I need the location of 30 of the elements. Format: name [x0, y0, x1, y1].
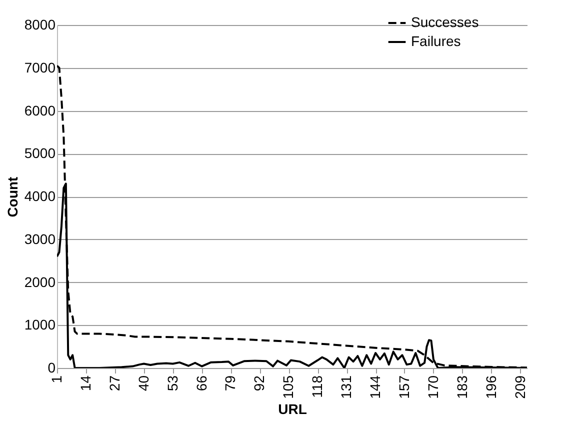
x-tick-label: 79 — [222, 375, 238, 392]
x-tick-label: 27 — [106, 375, 122, 392]
x-tick-label: 196 — [482, 375, 499, 399]
x-tick-label: 183 — [454, 375, 470, 399]
legend-label: Failures — [411, 33, 461, 49]
x-tick-label: 157 — [396, 375, 412, 399]
x-tick-label: 118 — [309, 375, 326, 398]
x-tick-label: 105 — [280, 375, 296, 399]
y-tick-label: 3000 — [24, 230, 56, 247]
y-tick-label: 1000 — [24, 316, 56, 333]
x-axis-title: URL — [278, 400, 308, 417]
x-tick-label: 131 — [338, 375, 354, 399]
x-tick-label: 92 — [251, 375, 268, 392]
x-tick-label: 14 — [77, 375, 94, 392]
y-tick-label: 7000 — [24, 59, 56, 76]
legend-label: Successes — [411, 14, 479, 30]
y-tick-label: 5000 — [24, 145, 56, 162]
x-tick-label: 170 — [424, 375, 441, 399]
x-tick-label: 1 — [48, 375, 64, 384]
y-axis-title: Count — [4, 176, 20, 218]
y-tick-label: 4000 — [24, 188, 56, 204]
y-tick-label: 0 — [48, 360, 56, 376]
y-tick-label: 6000 — [24, 102, 56, 118]
y-tick-label: 2000 — [24, 274, 56, 290]
x-tick-label: 144 — [367, 375, 384, 399]
x-tick-label: 66 — [193, 375, 210, 392]
y-tick-label: 8000 — [24, 16, 56, 32]
x-tick-label: 40 — [135, 375, 152, 392]
x-tick-label: 53 — [164, 375, 180, 392]
x-tick-label: 209 — [512, 375, 528, 399]
